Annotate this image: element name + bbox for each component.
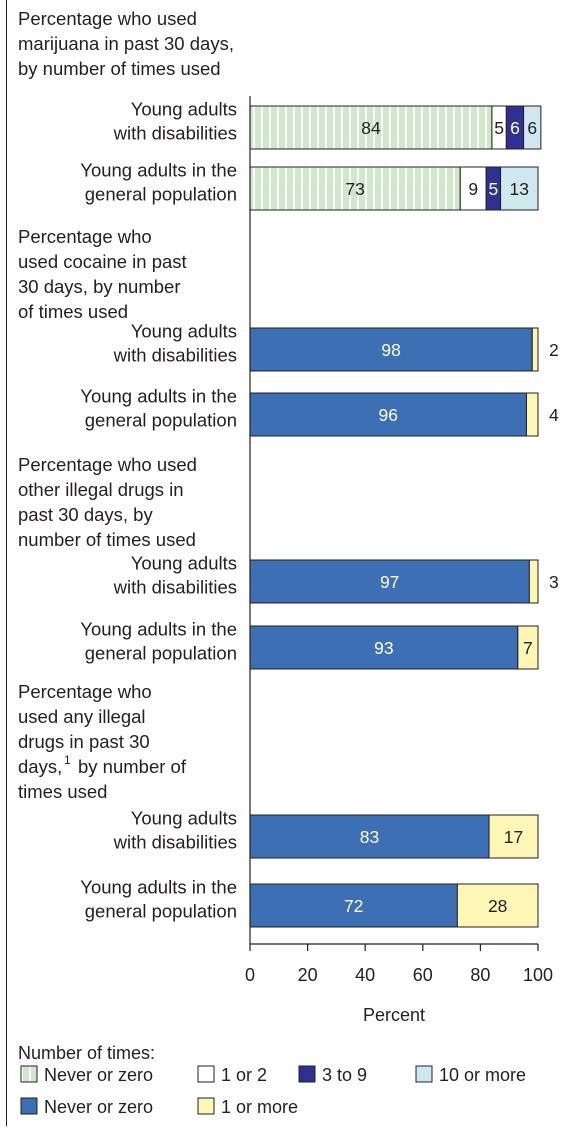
- row-label: with disabilities: [113, 123, 237, 144]
- data-label: 13: [510, 179, 529, 199]
- group-title-line: by number of: [78, 756, 187, 777]
- bar-segment: [528, 559, 539, 604]
- group-title-line: other illegal drugs in: [18, 479, 184, 500]
- legend-label: 3 to 9: [322, 1065, 367, 1085]
- legend-swatch: [20, 1097, 38, 1115]
- bar-segment: [249, 625, 519, 670]
- group-title-line: used cocaine in past: [18, 251, 187, 272]
- bar-segment: [249, 883, 458, 928]
- bar-segment: [531, 327, 539, 372]
- data-label: 3: [549, 572, 559, 592]
- row-label: Young adults: [131, 808, 237, 829]
- legend-swatch: [197, 1097, 215, 1115]
- legend-label: 10 or more: [439, 1065, 526, 1085]
- legend-swatch: [20, 1065, 38, 1083]
- legend-swatch: [415, 1065, 433, 1083]
- bar-segment: [517, 625, 539, 670]
- bar-segment: [249, 392, 527, 437]
- x-tick-label: 60: [413, 965, 433, 985]
- row-label: Young adults in the: [80, 160, 237, 181]
- group-title-line: Percentage who: [18, 681, 152, 702]
- bar-segment: [488, 814, 539, 859]
- row-label: with disabilities: [113, 577, 237, 598]
- data-label: 97: [380, 572, 399, 592]
- row-label: Young adults in the: [80, 619, 237, 640]
- x-tick-label: 80: [470, 965, 490, 985]
- bar-segment: [500, 166, 539, 211]
- data-label: 17: [504, 827, 523, 847]
- bar-segment: [249, 559, 530, 604]
- bar-segment: [523, 105, 542, 150]
- row-label: general population: [85, 410, 237, 431]
- x-tick-label: 0: [245, 965, 255, 985]
- data-label: 4: [549, 405, 559, 425]
- data-label: 5: [494, 118, 504, 138]
- legend-label: Never or zero: [44, 1065, 153, 1085]
- data-label: 83: [360, 827, 379, 847]
- group-title-line: days,: [18, 756, 62, 777]
- data-label: 73: [345, 179, 364, 199]
- group-title-line: Percentage who used: [18, 454, 197, 475]
- data-label: 2: [549, 340, 559, 360]
- data-label: 84: [361, 118, 381, 138]
- row-label: general population: [85, 643, 237, 664]
- row-label: Young adults: [131, 321, 237, 342]
- row-label: Young adults: [131, 99, 237, 120]
- row-labels: Young adults with disabilities Young adult…: [80, 99, 237, 922]
- data-label: 6: [527, 118, 537, 138]
- legend-label: 1 or more: [221, 1097, 298, 1117]
- group-title-line: marijuana in past 30 days,: [18, 33, 234, 54]
- legend-label: 1 or 2: [221, 1065, 267, 1085]
- group-title-line: drugs in past 30: [18, 731, 150, 752]
- data-label: 5: [488, 179, 498, 199]
- group-title-line: used any illegal: [18, 706, 146, 727]
- row-label: with disabilities: [113, 345, 237, 366]
- data-label: 7: [523, 638, 533, 658]
- group-title-line: past 30 days, by: [18, 504, 153, 525]
- bar-segment: [249, 327, 533, 372]
- legend-title: Number of times:: [18, 1043, 155, 1063]
- bar-segment: [249, 814, 490, 859]
- group-title-line: Percentage who used: [18, 8, 197, 29]
- row-label: general population: [85, 184, 237, 205]
- group-title-line: of times used: [18, 301, 128, 322]
- row-label: with disabilities: [113, 832, 237, 853]
- legend-swatch: [298, 1065, 316, 1083]
- x-tick-label: 100: [523, 965, 553, 985]
- group-title-line: 30 days, by number: [18, 276, 180, 297]
- data-label: 28: [488, 896, 507, 916]
- row-label: Young adults in the: [80, 877, 237, 898]
- row-label: general population: [85, 901, 237, 922]
- data-label: 93: [374, 638, 393, 658]
- row-label: Young adults: [131, 553, 237, 574]
- left-border-line: [6, 0, 7, 1126]
- x-tick-label: 20: [298, 965, 318, 985]
- data-label: 72: [344, 896, 363, 916]
- group-title-line: times used: [18, 781, 107, 802]
- group-title-line: number of times used: [18, 529, 196, 550]
- data-label: 9: [468, 179, 478, 199]
- group-title-line: by number of times used: [18, 58, 221, 79]
- data-label: 98: [381, 340, 400, 360]
- footnote-marker: 1: [64, 753, 71, 767]
- x-axis-title: Percent: [363, 1005, 425, 1025]
- x-tick-label: 40: [355, 965, 375, 985]
- legend-swatch: [197, 1065, 215, 1083]
- group-titles: Percentage who used marijuana in past 30 …: [18, 8, 234, 802]
- group-title-line: Percentage who: [18, 226, 152, 247]
- data-label: 6: [510, 118, 520, 138]
- bar-segment: [249, 105, 493, 150]
- bar-segment: [525, 392, 539, 437]
- row-label: Young adults in the: [80, 386, 237, 407]
- data-label: 96: [379, 405, 398, 425]
- x-axis: 0 20 40 60 80 100 Percent: [245, 96, 553, 1025]
- bar-segment: [456, 883, 539, 928]
- legend-label: Never or zero: [44, 1097, 153, 1117]
